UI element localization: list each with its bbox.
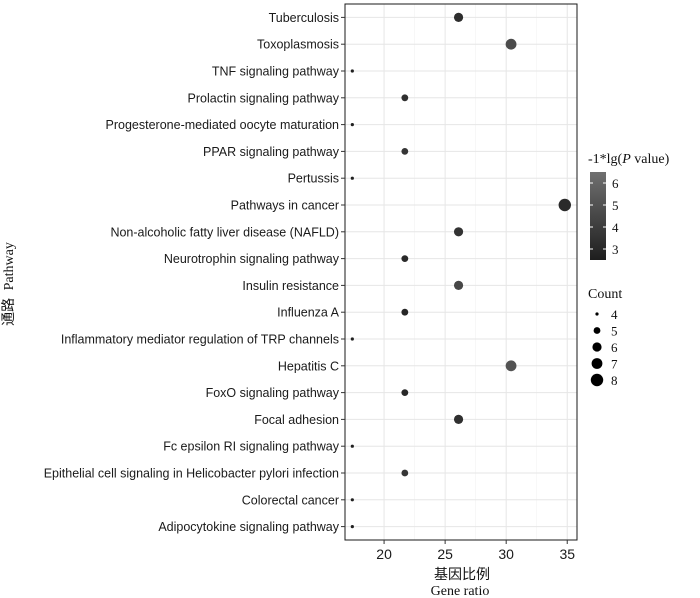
data-point — [401, 308, 409, 316]
data-point — [350, 176, 354, 180]
size-legend-label: 6 — [611, 340, 618, 355]
x-axis-title-cn: 基因比例 — [434, 566, 490, 583]
data-point — [401, 469, 409, 477]
y-tick-label: Progesterone-mediated oocyte maturation — [106, 118, 340, 132]
y-tick-label: PPAR signaling pathway — [203, 145, 340, 159]
data-point — [558, 198, 571, 212]
data-point — [350, 337, 354, 341]
y-tick-label: FoxO signaling pathway — [206, 386, 340, 400]
data-point — [401, 389, 409, 396]
x-tick-label: 30 — [498, 546, 514, 562]
y-tick-label: Inflammatory mediator regulation of TRP … — [61, 333, 339, 347]
x-tick-label: 25 — [437, 546, 453, 562]
data-point — [401, 148, 409, 155]
y-tick-label: Epithelial cell signaling in Helicobacte… — [44, 467, 339, 481]
size-legend-label: 4 — [611, 307, 618, 322]
size-legend: Count 4 56 78 — [588, 287, 622, 388]
color-legend-title: -1*lg(P value) — [588, 152, 670, 167]
y-axis-title-en: Pathway — [2, 242, 17, 290]
color-legend-ticks: 3 4 5 6 — [590, 176, 619, 257]
color-legend: -1*lg(P value) 3 4 5 6 — [588, 152, 670, 260]
svg-text:通路 Pathway: 通路 Pathway — [1, 242, 17, 326]
size-legend-dot — [593, 327, 601, 334]
data-point — [350, 444, 354, 448]
data-point — [350, 525, 354, 529]
y-tick-label: Focal adhesion — [254, 413, 339, 427]
y-axis-category-labels: Tuberculosis Toxoplasmosis TNF signaling p… — [44, 11, 340, 534]
x-tick-label: 20 — [376, 546, 392, 562]
data-point — [453, 227, 464, 237]
size-legend-title: Count — [588, 287, 622, 302]
color-legend-title-suffix: value) — [631, 152, 670, 167]
y-axis-title: 通路 Pathway — [1, 242, 17, 326]
colorbar-tick-label: 5 — [612, 198, 619, 213]
y-tick-label: Fc epsilon RI signaling pathway — [163, 440, 340, 454]
data-point — [505, 360, 517, 372]
grid-lines — [345, 4, 577, 540]
y-tick-label: TNF signaling pathway — [212, 65, 340, 79]
size-legend-label: 8 — [611, 373, 618, 388]
data-point — [453, 414, 464, 424]
data-points — [350, 12, 571, 529]
x-axis-title-en: Gene ratio — [431, 584, 490, 598]
y-tick-label: Influenza A — [277, 306, 340, 320]
y-tick-label: Tuberculosis — [269, 11, 339, 25]
colorbar-tick-label: 3 — [612, 242, 619, 257]
y-tick-label: Toxoplasmosis — [257, 38, 339, 52]
colorbar-tick-label: 4 — [612, 220, 619, 235]
data-point — [401, 255, 409, 262]
color-legend-colorbar — [590, 172, 606, 260]
size-legend-items: 4 56 78 — [590, 307, 618, 388]
data-point — [453, 280, 464, 290]
data-point — [453, 12, 464, 22]
color-legend-title-prefix: -1*lg( — [588, 152, 623, 167]
panel-border — [344, 3, 578, 541]
plot-panel-background — [345, 4, 577, 540]
colorbar-tick-label: 6 — [612, 176, 619, 191]
size-legend-dot — [591, 358, 603, 369]
y-tick-label: Non-alcoholic fatty liver disease (NAFLD… — [110, 225, 339, 239]
y-tick-label: Neurotrophin signaling pathway — [164, 252, 340, 266]
size-legend-dot — [592, 342, 602, 352]
data-point — [350, 123, 354, 127]
x-axis-tick-labels: 20 25 30 35 — [376, 546, 575, 562]
color-legend-title-italic: P — [621, 152, 631, 167]
size-legend-label: 7 — [611, 357, 618, 372]
y-tick-label: Prolactin signaling pathway — [188, 91, 340, 105]
data-point — [505, 38, 517, 50]
x-tick-label: 35 — [559, 546, 575, 562]
y-tick-label: Pertussis — [288, 172, 339, 186]
size-legend-dot — [595, 312, 599, 316]
data-point — [350, 498, 354, 502]
y-tick-label: Adipocytokine signaling pathway — [158, 520, 339, 534]
plot-frame — [341, 3, 578, 544]
y-tick-label: Insulin resistance — [242, 279, 339, 293]
data-point — [350, 69, 354, 73]
y-axis-title-cn: 通路 — [1, 298, 17, 326]
size-legend-dot — [590, 373, 604, 387]
data-point — [401, 94, 409, 102]
y-tick-label: Pathways in cancer — [231, 199, 339, 213]
y-tick-label: Colorectal cancer — [242, 493, 339, 507]
y-tick-label: Hepatitis C — [278, 359, 339, 373]
size-legend-label: 5 — [611, 324, 618, 339]
